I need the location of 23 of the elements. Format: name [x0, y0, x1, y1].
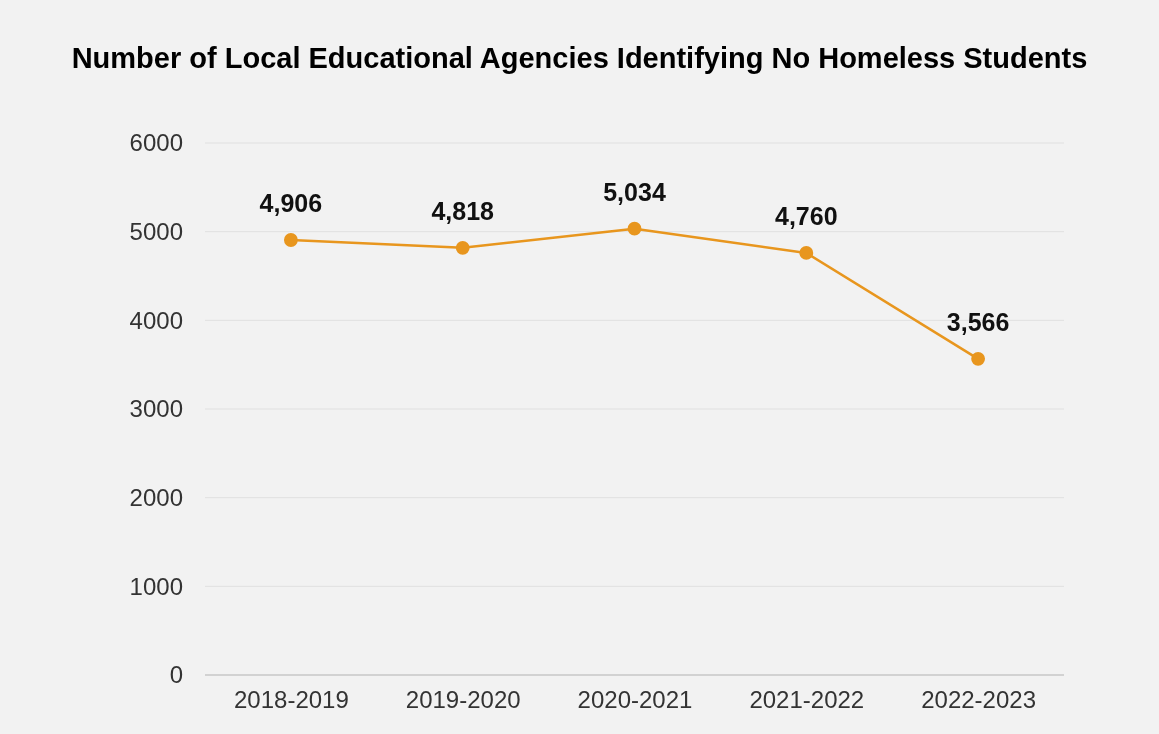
x-tick-label: 2020-2021: [577, 686, 693, 714]
x-tick-label: 2022-2023: [921, 686, 1036, 714]
y-tick-label: 2000: [129, 483, 183, 511]
data-label: 4,906: [259, 189, 323, 217]
data-label: 4,818: [431, 196, 495, 225]
y-tick-label: 1000: [129, 572, 183, 600]
x-tick-label: 2021-2022: [749, 686, 865, 714]
data-label: 5,034: [603, 177, 666, 206]
x-tick-label: 2018-2019: [234, 686, 349, 714]
y-tick-label: 6000: [129, 129, 183, 157]
point: [455, 240, 470, 255]
data-label: 4,760: [775, 201, 838, 230]
point: [971, 351, 986, 366]
y-tick-label: 3000: [129, 395, 183, 423]
point: [627, 221, 642, 236]
y-tick-label: 0: [169, 661, 183, 689]
y-tick-label: 4000: [129, 306, 183, 334]
point: [799, 246, 814, 260]
data-label: 3,566: [946, 307, 1010, 336]
x-tick-label: 2019-2020: [405, 686, 521, 714]
y-tick-label: 5000: [129, 217, 183, 245]
chart-title: Number of Local Educational Agencies Identifying No Homeless Students: [71, 42, 1088, 74]
point: [283, 233, 298, 247]
